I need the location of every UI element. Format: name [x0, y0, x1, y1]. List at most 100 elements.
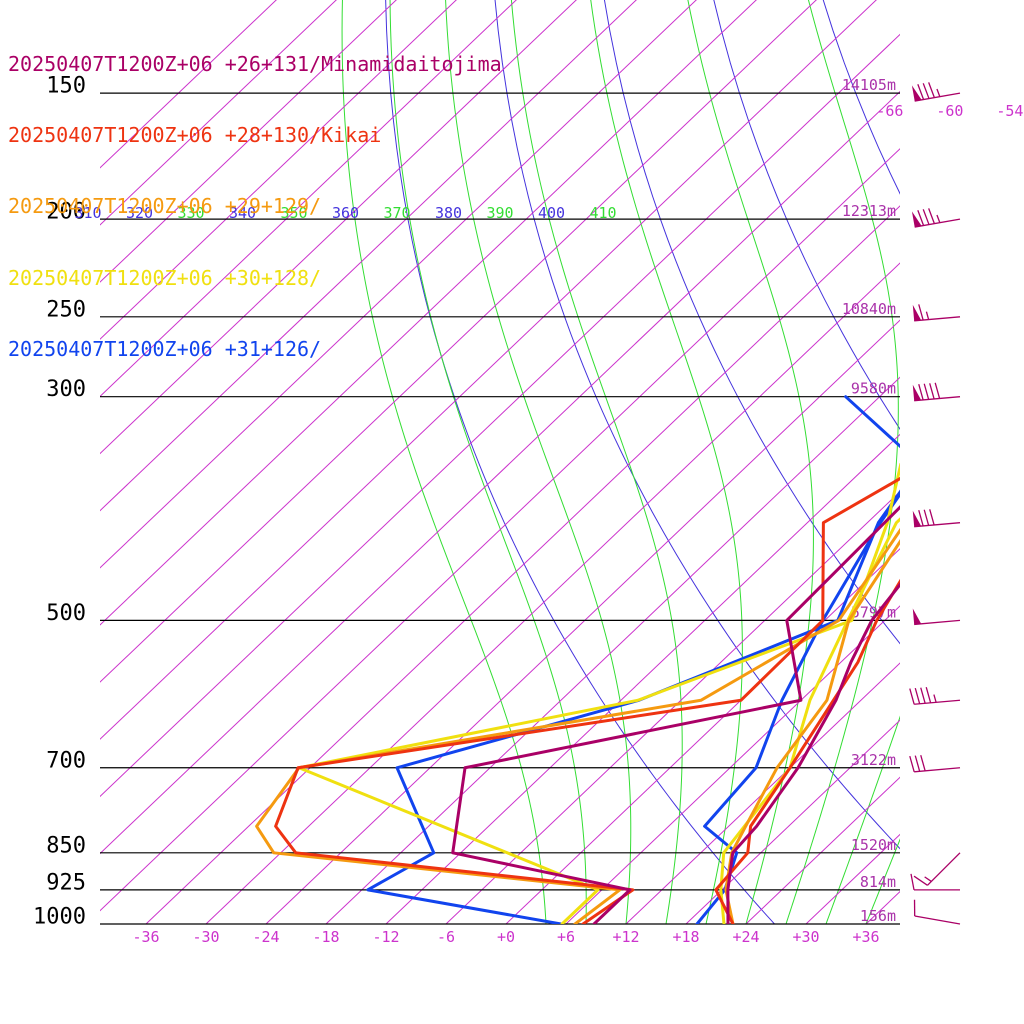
legend-item: 20250407T1200Z+06 +26+131/Minamidaitojim… — [8, 51, 502, 76]
wind-barb — [911, 82, 961, 102]
barb-half-flag — [933, 694, 937, 703]
barb-flag — [934, 382, 941, 399]
dry-adiabat-line — [822, 0, 900, 195]
barb-flag — [929, 509, 935, 526]
barb-staff — [914, 396, 961, 402]
barb-flag — [917, 84, 925, 100]
theta-label: 350 — [280, 204, 307, 222]
height-label: 10840m — [842, 300, 896, 318]
moist-adiabat-line — [865, 838, 900, 924]
isotherm-line — [865, 890, 900, 924]
isotherm-line — [986, 0, 1024, 924]
barb-flag — [917, 210, 925, 226]
pressure-label: 250 — [46, 297, 86, 322]
isotherm-line — [385, 433, 900, 924]
pressure-label: 700 — [46, 748, 86, 773]
axis-labels: 10016479m15014105m20012313m25010840m3009… — [33, 74, 1023, 946]
isotherm-line — [505, 548, 900, 924]
x-tick-label: +12 — [612, 928, 639, 946]
barb-staff — [914, 316, 961, 322]
wind-barbs — [909, 82, 961, 925]
barb-staff — [914, 92, 961, 102]
barb-half-flag — [924, 876, 932, 882]
legend-item: 20250407T1200Z+06 +31+126/ — [8, 337, 322, 362]
isotherm-label: -54 — [996, 102, 1023, 120]
x-tick-label: +30 — [792, 928, 819, 946]
height-label: 814m — [860, 873, 896, 891]
isotherm-line — [265, 319, 900, 924]
barb-pennant — [911, 85, 922, 102]
height-label: 156m — [860, 907, 896, 925]
isotherm-label: -66 — [876, 102, 903, 120]
kikai-temperature-line — [714, 578, 900, 924]
height-label: 12313m — [842, 202, 896, 220]
x-tick-label: +0 — [497, 928, 515, 946]
moist-adiabat-line — [687, 0, 814, 924]
barb-flag — [918, 304, 924, 321]
legend: 20250407T1200Z+06 +26+131/Minamidaitojim… — [8, 5, 502, 386]
legend-item: 20250407T1200Z+06 +29+129/ — [8, 194, 322, 219]
isotherm-line — [625, 662, 900, 924]
x-tick-label: -18 — [312, 928, 339, 946]
wind-barb — [909, 686, 961, 705]
barb-staff — [914, 522, 961, 528]
barb-flag — [922, 83, 930, 99]
x-tick-label: -36 — [132, 928, 159, 946]
moist-adiabat-line — [785, 0, 899, 924]
moist-adiabat-line — [825, 715, 900, 924]
isotherm-line — [685, 719, 900, 924]
barb-flag — [909, 688, 915, 705]
wind-barb — [910, 873, 960, 891]
x-tick-label: +36 — [852, 928, 879, 946]
sounding-profiles — [255, 395, 900, 924]
barb-staff — [927, 852, 961, 886]
theta-label: 320 — [126, 204, 153, 222]
pressure-label: 200 — [46, 200, 86, 225]
height-label: 9580m — [851, 380, 896, 398]
barb-staff — [914, 699, 961, 705]
x-tick-label: +18 — [672, 928, 699, 946]
moist-adiabat-line — [590, 0, 743, 924]
barb-staff — [914, 218, 961, 228]
barb-flag — [920, 754, 926, 772]
barb-flag — [929, 383, 935, 400]
station-3-temperature-line — [724, 538, 900, 924]
isobar-lines — [100, 92, 900, 925]
legend-item: 20250407T1200Z+06 +30+128/ — [8, 265, 322, 290]
legend-item: 20250407T1200Z+06 +28+130/Kikai — [8, 122, 382, 147]
wind-barb — [913, 852, 961, 886]
barb-flag — [923, 383, 930, 400]
wind-barb — [912, 382, 961, 402]
pressure-label: 500 — [46, 601, 86, 626]
barb-flag — [918, 510, 924, 527]
pressure-label: 850 — [46, 833, 86, 858]
x-tick-label: +6 — [557, 928, 575, 946]
isotherm-line — [565, 605, 900, 924]
pressure-label: 300 — [46, 377, 86, 402]
isotherm-line — [205, 262, 900, 924]
height-label: 3122m — [851, 751, 896, 769]
theta-label: 400 — [538, 204, 565, 222]
barb-flag — [909, 755, 915, 772]
isotherm-line — [325, 376, 900, 924]
barb-flag — [928, 208, 936, 224]
isotherm-label: -60 — [936, 102, 963, 120]
x-tick-label: -30 — [192, 928, 219, 946]
minamidaitojima-dewpoint-line — [451, 505, 900, 924]
theta-label: 370 — [383, 204, 410, 222]
pressure-label: 1000 — [33, 905, 86, 930]
barb-pennant — [911, 211, 922, 228]
theta-label: 390 — [486, 204, 513, 222]
theta-label: 360 — [332, 204, 359, 222]
barb-flag — [920, 687, 926, 704]
pressure-label: 925 — [46, 870, 86, 895]
theta-label: 330 — [177, 204, 204, 222]
isotherm-line — [745, 776, 900, 924]
x-tick-label: -24 — [252, 928, 279, 946]
wind-barb — [912, 304, 961, 322]
moist-adiabat-line — [510, 0, 683, 924]
isotherm-line — [926, 0, 1024, 924]
wind-barb — [913, 899, 961, 925]
station-5-temperature-line — [695, 491, 900, 924]
